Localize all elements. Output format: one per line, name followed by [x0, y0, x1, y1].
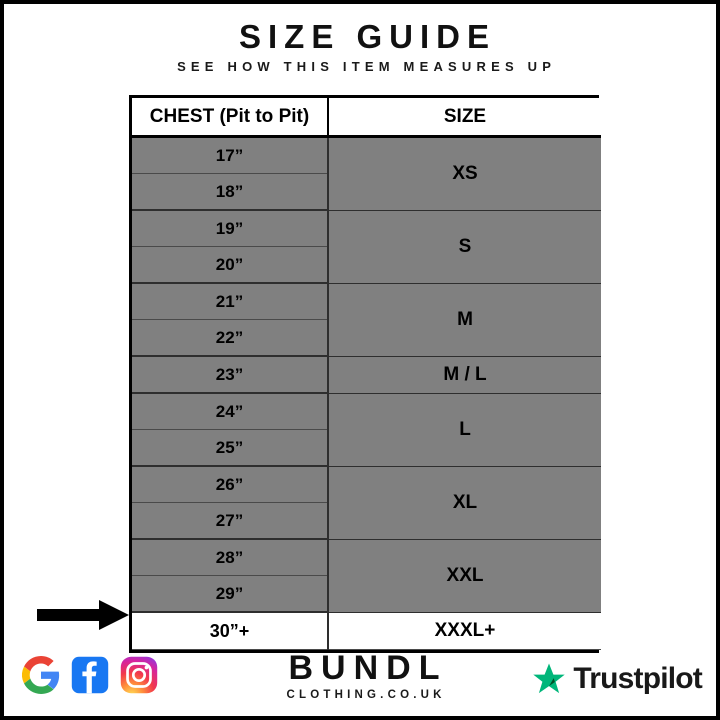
footer: BUNDL CLOTHING.CO.UK Trustpilot [4, 649, 716, 716]
column-header-size: SIZE [328, 98, 601, 138]
brand-logo: BUNDL CLOTHING.CO.UK [4, 649, 716, 703]
chest-value: 18” [132, 173, 329, 211]
social-links [22, 656, 158, 694]
size-value: XXXL+ [328, 611, 601, 650]
chest-value: 22” [132, 319, 329, 357]
chest-value: 21” [132, 282, 329, 320]
table-row: 18” [132, 173, 601, 211]
table-row: 26” XL [132, 465, 601, 540]
facebook-icon[interactable] [71, 656, 109, 694]
table-row: 22” [132, 319, 601, 357]
column-header-chest: CHEST (Pit to Pit) [132, 98, 329, 138]
table-row: 24” L [132, 392, 601, 467]
table-row: 19” S [132, 209, 601, 284]
chest-value: 26” [132, 465, 329, 503]
instagram-icon[interactable] [120, 656, 158, 694]
chest-value: 28” [132, 538, 329, 576]
page-subtitle: SEE HOW THIS ITEM MEASURES UP [177, 59, 557, 74]
trustpilot-star-icon [533, 663, 566, 694]
right-arrow-icon [37, 600, 129, 630]
table-header-row: CHEST (Pit to Pit) SIZE [132, 98, 601, 138]
chest-value: 24” [132, 392, 329, 430]
page-title: SIZE GUIDE [238, 18, 497, 55]
size-value: M / L [328, 355, 601, 394]
chest-value: 25” [132, 429, 329, 467]
table-row: 25” [132, 429, 601, 467]
table-row: 28” XXL [132, 538, 601, 613]
size-chart-table: CHEST (Pit to Pit) SIZE 17” XS 18” 19” S… [129, 95, 601, 653]
chest-value: 19” [132, 209, 329, 247]
table-row: 20” [132, 246, 601, 284]
chest-value: 30”+ [132, 611, 329, 650]
chest-value: 27” [132, 502, 329, 540]
table-row: 29” [132, 575, 601, 613]
size-value: M [328, 282, 601, 357]
size-value: XL [328, 465, 601, 540]
trustpilot-label: Trustpilot [573, 662, 702, 695]
table-row: 27” [132, 502, 601, 540]
chest-value: 29” [132, 575, 329, 613]
size-value: S [328, 209, 601, 284]
table-row-highlighted: 30”+ XXXL+ [132, 611, 601, 650]
size-value: L [328, 392, 601, 467]
google-icon[interactable] [22, 656, 60, 694]
size-value: XXL [328, 538, 601, 613]
table-row: 23” M / L [132, 355, 601, 394]
chest-value: 20” [132, 246, 329, 284]
table-row: 17” XS [132, 135, 601, 211]
table-row: 21” M [132, 282, 601, 357]
trustpilot-logo[interactable]: Trustpilot [531, 661, 703, 697]
size-value: XS [328, 136, 601, 211]
chest-value: 23” [132, 355, 329, 394]
chest-value: 17” [132, 135, 329, 174]
brand-name: BUNDL [288, 649, 448, 687]
brand-domain: CLOTHING.CO.UK [286, 689, 446, 701]
